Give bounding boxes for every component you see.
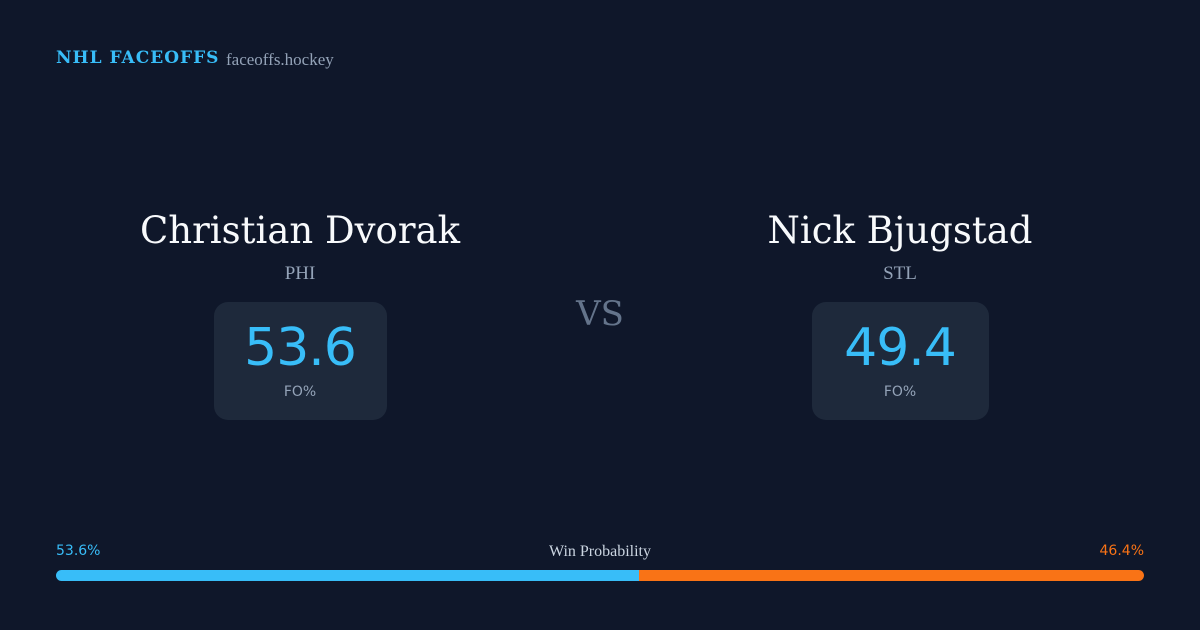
stat-box: 49.4 FO%	[811, 302, 989, 420]
stat-box: 53.6 FO%	[213, 302, 387, 420]
fo-value: 53.6	[244, 318, 357, 378]
player-name: Nick Bjugstad	[767, 209, 1033, 252]
prob-bar	[56, 570, 1144, 581]
team: STL	[883, 263, 917, 284]
player-name: Christian Dvorak	[139, 209, 460, 252]
win-prob-title: Win Probability	[548, 543, 651, 560]
away-prob-label: 46.4%	[1099, 543, 1144, 559]
player-card: Nick Bjugstad STL 49.4 FO%	[600, 200, 1200, 420]
team: PHI	[284, 263, 316, 284]
fo-label: FO%	[883, 384, 917, 400]
player-card: Christian Dvorak PHI 53.6 FO%	[0, 200, 600, 420]
fo-label: FO%	[283, 384, 317, 400]
vs: VS	[576, 294, 624, 334]
away-segment	[639, 570, 1144, 581]
site: faceoffs.hockey	[226, 50, 334, 69]
home-prob-label: 53.6%	[56, 543, 101, 559]
fo-value: 49.4	[844, 318, 957, 378]
home-segment	[56, 570, 640, 581]
brand: NHL FACEOFFS	[56, 48, 220, 68]
